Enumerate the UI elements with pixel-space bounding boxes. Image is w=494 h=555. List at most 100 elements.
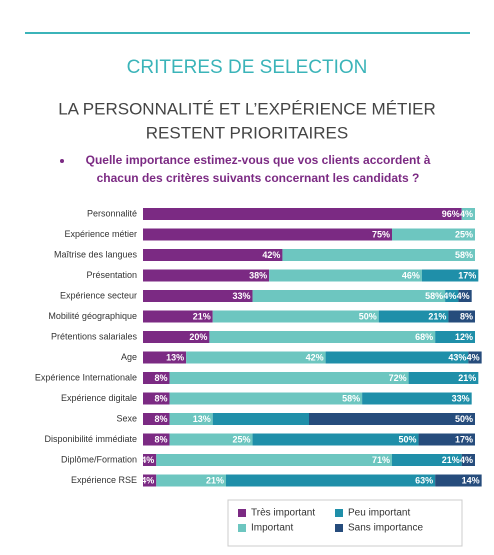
value-label: 71% xyxy=(372,455,390,465)
value-label: 8% xyxy=(155,434,168,444)
bar-segment xyxy=(282,249,475,261)
bar-segment xyxy=(461,208,475,220)
chart-title: RESTENT PRIORITAIRES xyxy=(146,123,348,142)
value-label: 21% xyxy=(206,475,224,485)
value-label: 42% xyxy=(262,250,280,260)
bar-segment xyxy=(458,290,472,302)
bar-segment xyxy=(143,372,170,384)
value-label: 4% xyxy=(460,209,473,219)
category-label: Expérience digitale xyxy=(61,393,137,403)
bar-segment xyxy=(226,474,436,487)
value-label: 20% xyxy=(189,332,207,342)
bar-segment xyxy=(143,392,170,405)
bar-segment xyxy=(169,392,363,405)
chart-title: LA PERSONNALITÉ ET L’EXPÉRIENCE MÉTIER xyxy=(58,99,436,118)
bar-segment xyxy=(252,290,446,302)
bar-segment xyxy=(143,228,392,241)
bar-segment xyxy=(435,474,482,487)
bar-segment xyxy=(143,474,157,487)
header: CRITERES DE SELECTION xyxy=(127,57,368,78)
legend-label: Sans importance xyxy=(348,523,423,534)
bar-segment xyxy=(143,351,187,364)
category-label: Sexe xyxy=(116,413,137,423)
legend-swatch xyxy=(238,509,246,517)
bar-segment xyxy=(143,269,270,282)
bar-segment xyxy=(209,331,436,343)
bar-segment xyxy=(418,433,475,446)
bar-segment xyxy=(143,433,170,446)
category-label: Age xyxy=(121,352,137,362)
value-label: 14% xyxy=(462,475,480,485)
bar-segment xyxy=(468,351,482,364)
bar-segment xyxy=(212,413,309,425)
value-label: 33% xyxy=(452,393,470,403)
bar-segment xyxy=(392,454,462,466)
value-label: 21% xyxy=(458,373,476,383)
value-label: 50% xyxy=(359,311,377,321)
chart-subtitle: Quelle importance estimez-vous que vos c… xyxy=(86,153,431,167)
bar-segment xyxy=(252,433,419,446)
bar-segment xyxy=(169,433,253,446)
category-label: Maîtrise des langues xyxy=(54,249,138,259)
bar-segment xyxy=(421,269,479,282)
legend-label: Très important xyxy=(251,508,315,519)
bar-segment xyxy=(212,310,379,323)
value-label: 13% xyxy=(193,414,211,424)
bar-segment xyxy=(445,290,459,302)
value-label: 8% xyxy=(155,393,168,403)
bar-segment xyxy=(325,351,469,364)
category-label: Disponibilité immédiate xyxy=(44,434,137,444)
value-label: 13% xyxy=(166,352,184,362)
value-label: 4% xyxy=(141,455,154,465)
value-label: 50% xyxy=(399,434,417,444)
value-label: 25% xyxy=(233,434,251,444)
category-label: Diplôme/Formation xyxy=(61,454,137,464)
value-label: 21% xyxy=(428,311,446,321)
value-label: 8% xyxy=(460,311,473,321)
value-label: 43% xyxy=(448,352,466,362)
value-label: 68% xyxy=(415,332,433,342)
category-label: Expérience RSE xyxy=(71,475,137,485)
value-label: 58% xyxy=(342,393,360,403)
bar-segment xyxy=(143,310,213,323)
value-label: 25% xyxy=(455,229,473,239)
legend-swatch xyxy=(335,509,343,517)
chart-subtitle: chacun des critères suivants concernant … xyxy=(97,171,420,185)
value-label: 12% xyxy=(455,332,473,342)
bar-segment xyxy=(143,331,210,343)
bar-segment xyxy=(392,228,475,241)
category-label: Prétentions salariales xyxy=(51,331,138,341)
value-label: 46% xyxy=(402,270,420,280)
value-label: 33% xyxy=(233,291,251,301)
value-label: 38% xyxy=(249,270,267,280)
value-label: 4% xyxy=(443,291,456,301)
bar-segment xyxy=(186,351,326,364)
bar-segment xyxy=(169,372,409,384)
bullet xyxy=(60,159,64,163)
category-label: Présentation xyxy=(86,270,137,280)
value-label: 42% xyxy=(306,352,324,362)
bar-segment xyxy=(408,372,479,384)
value-label: 8% xyxy=(155,373,168,383)
value-label: 50% xyxy=(455,414,473,424)
legend-label: Important xyxy=(251,523,293,534)
legend-box xyxy=(227,499,463,547)
value-label: 63% xyxy=(415,475,433,485)
bar-segment xyxy=(169,413,213,425)
bar-segment xyxy=(156,454,392,466)
value-label: 58% xyxy=(425,291,443,301)
bar-segment xyxy=(143,290,253,302)
value-label: 4% xyxy=(467,352,480,362)
value-label: 4% xyxy=(141,475,154,485)
bar-segment xyxy=(269,269,422,282)
value-label: 75% xyxy=(372,229,390,239)
bar-segment xyxy=(143,208,462,220)
value-label: 4% xyxy=(457,291,470,301)
bar-segment xyxy=(448,310,475,323)
bar-segment xyxy=(461,454,475,466)
value-label: 4% xyxy=(460,455,473,465)
category-label: Personnalité xyxy=(87,208,137,218)
bar-segment xyxy=(309,413,475,425)
value-label: 17% xyxy=(455,434,473,444)
